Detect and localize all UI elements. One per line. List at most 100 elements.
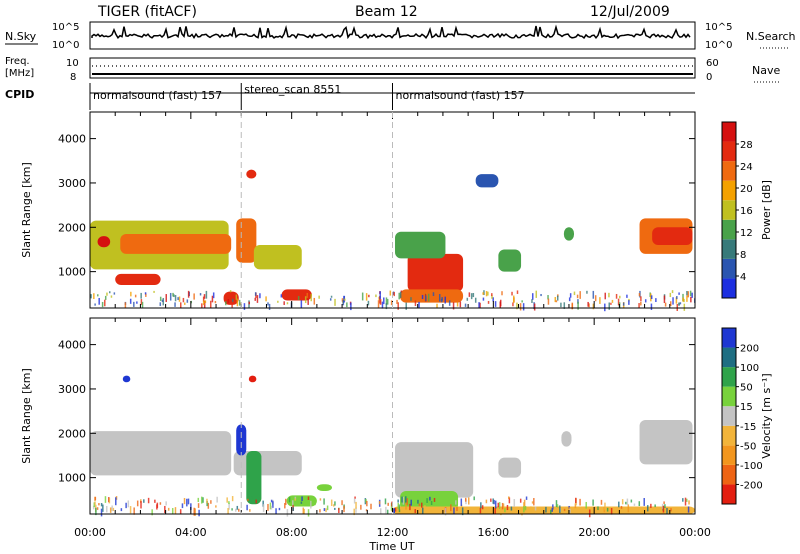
scatter-speck — [228, 501, 230, 505]
colorbar-swatch — [722, 347, 736, 368]
cpid-segment-label: normalsound (fast) 157 — [93, 89, 222, 102]
scatter-speck — [579, 291, 581, 299]
colorbar-tick-label: 4 — [740, 272, 746, 283]
scatter-speck — [98, 297, 100, 305]
scatter-speck — [159, 302, 162, 306]
scatter-speck — [535, 290, 538, 298]
scatter-speck — [180, 302, 182, 308]
scatter-speck — [268, 303, 271, 310]
scatter-speck — [270, 505, 273, 510]
scatter-speck — [610, 507, 613, 515]
scatter-speck — [391, 501, 393, 507]
nave-label: Nave — [752, 64, 780, 77]
scatter-speck — [307, 509, 310, 517]
scatter-speck — [329, 298, 332, 301]
scatter-speck — [516, 302, 518, 310]
scatter-speck — [204, 300, 207, 304]
scatter-patch — [246, 169, 257, 179]
scatter-speck — [342, 300, 345, 306]
scatter-speck — [111, 505, 113, 512]
scatter-speck — [519, 498, 522, 503]
scatter-speck — [254, 292, 257, 296]
scatter-speck — [540, 293, 542, 297]
scatter-speck — [386, 298, 389, 305]
scatter-speck — [610, 302, 612, 305]
scatter-speck — [202, 497, 204, 503]
colorbar-swatch — [722, 328, 736, 348]
scatter-patch — [236, 424, 247, 456]
freq-label-line1: Freq. — [5, 56, 30, 67]
scatter-speck — [444, 296, 446, 304]
scatter-speck — [552, 504, 554, 510]
scatter-speck — [599, 297, 601, 304]
scatter-speck — [483, 290, 485, 296]
scatter-speck — [379, 291, 381, 299]
scatter-speck — [181, 503, 184, 509]
scatter-speck — [682, 498, 684, 502]
scatter-speck — [410, 499, 412, 506]
colorbar-tick-label: 8 — [740, 250, 746, 261]
scatter-speck — [627, 504, 630, 513]
scatter-speck — [106, 505, 108, 513]
scatter-speck — [481, 505, 484, 510]
scatter-speck — [385, 506, 387, 514]
sky-panel: N.Sky 10^5 10^0 10^5 10^0 N.Search — [5, 21, 796, 51]
scatter-speck — [306, 292, 309, 298]
scatter-speck — [231, 496, 234, 502]
velocity-colorbar: 200 100 50 15 -15 -50 -100 -200 — [721, 327, 763, 505]
scatter-speck — [332, 504, 335, 507]
scatter-speck — [277, 300, 279, 303]
scatter-speck — [389, 290, 392, 296]
scatter-speck — [427, 293, 430, 302]
scatter-patch — [248, 375, 257, 383]
scatter-speck — [690, 296, 692, 303]
scatter-speck — [341, 298, 344, 302]
scatter-speck — [620, 505, 623, 509]
scatter-patch — [475, 174, 499, 188]
power-colorbar: 4 8 12 16 20 24 28 — [721, 121, 753, 299]
scatter-speck — [156, 504, 158, 510]
scatter-speck — [638, 293, 641, 297]
colorbar-swatch — [722, 484, 736, 504]
scatter-speck — [482, 297, 485, 301]
scatter-speck — [110, 295, 113, 298]
scatter-speck — [688, 500, 690, 505]
scatter-speck — [248, 301, 251, 305]
scatter-speck — [301, 293, 304, 298]
scatter-speck — [508, 497, 511, 504]
scatter-speck — [461, 507, 464, 516]
scatter-speck — [417, 499, 419, 504]
scatter-speck — [280, 294, 283, 298]
scatter-speck — [617, 298, 620, 306]
colorbar-tick-label: 15 — [740, 402, 753, 413]
scatter-speck — [93, 293, 95, 300]
scatter-speck — [579, 498, 581, 506]
scatter-speck — [523, 499, 526, 507]
scatter-speck — [670, 508, 672, 512]
scatter-speck — [521, 508, 523, 516]
scatter-speck — [304, 296, 307, 304]
scatter-speck — [406, 498, 409, 506]
scatter-speck — [433, 497, 436, 502]
scatter-speck — [414, 300, 417, 307]
scatter-speck — [92, 505, 95, 510]
scatter-speck — [456, 302, 459, 307]
scatter-speck — [398, 504, 400, 510]
y-tick-label: 4000 — [58, 133, 86, 146]
scatter-speck — [675, 297, 678, 304]
scatter-speck — [396, 299, 398, 304]
scatter-speck — [628, 298, 630, 302]
scatter-speck — [319, 498, 322, 501]
scatter-speck — [307, 496, 310, 500]
scatter-speck — [661, 503, 664, 509]
scatter-patch — [639, 419, 693, 465]
colorbar-tick-label: 50 — [740, 383, 753, 394]
scatter-speck — [464, 303, 467, 307]
scatter-speck — [398, 509, 401, 513]
scatter-speck — [485, 499, 488, 504]
scatter-speck — [425, 295, 427, 302]
scatter-speck — [187, 498, 190, 505]
scatter-speck — [604, 303, 606, 312]
scatter-speck — [574, 503, 577, 509]
